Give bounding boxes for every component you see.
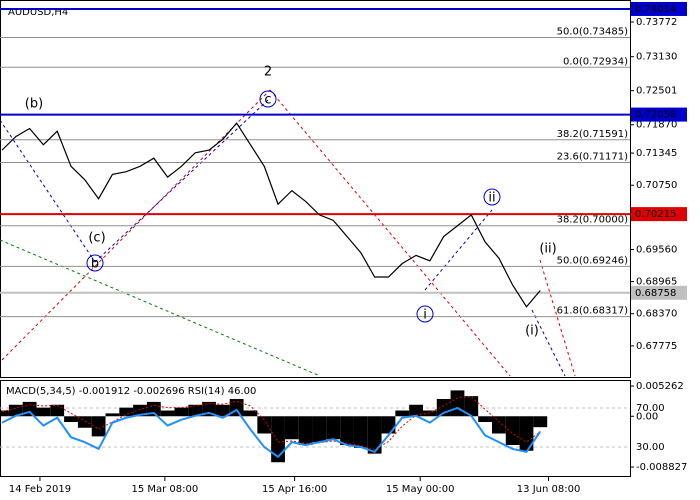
- rsi-line: [1, 406, 542, 459]
- macd-bar: [105, 413, 120, 417]
- macd-bar: [353, 416, 368, 448]
- macd-bar: [77, 416, 92, 428]
- macd-bar: [491, 416, 506, 434]
- level-tag: [631, 207, 687, 222]
- macd-bar: [257, 416, 272, 434]
- y-tick-label: 0.70750: [636, 180, 677, 191]
- y-tick-label: -0.008827: [636, 462, 687, 473]
- macd-bar: [36, 407, 51, 417]
- wave-label: ii: [488, 191, 495, 206]
- macd-bar: [188, 404, 203, 417]
- macd-bar: [50, 404, 65, 417]
- macd-bar: [367, 416, 382, 454]
- wave-label: 2: [264, 65, 272, 80]
- fib-label: 61.8(0.68317): [557, 306, 629, 317]
- y-tick-label: 0.72501: [636, 86, 677, 97]
- macd-bar: [284, 416, 299, 440]
- wave-circle: [259, 90, 277, 108]
- y-tick-label: 0.69560: [636, 244, 677, 255]
- y-tick-label: 0.73130: [636, 52, 677, 63]
- macd-bar: [381, 416, 396, 434]
- wave-line: [269, 89, 511, 377]
- macd-bar: [409, 404, 423, 417]
- macd-bar: [422, 410, 437, 417]
- x-tick-label: 15 May 00:00: [386, 484, 455, 495]
- y-tick-label: 0.67775: [636, 341, 677, 352]
- y-tick-label: 0.68370: [636, 309, 677, 320]
- macd-bar: [0, 410, 9, 417]
- level-label: 0.70215: [635, 209, 676, 220]
- wave-circle: [86, 254, 104, 272]
- wave-circle: [483, 188, 501, 206]
- fib-label: 0.0(0.72934): [563, 56, 628, 67]
- macd-bar: [160, 410, 175, 417]
- level-label: 0.74014: [635, 4, 676, 15]
- fib-label: 38.2(0.70000): [557, 215, 629, 226]
- wave-lines: [0, 89, 576, 377]
- macd-bar: [478, 416, 492, 423]
- fib-label: 50.0(0.73485): [557, 27, 629, 38]
- price-frame: [0, 0, 631, 378]
- macd-bar: [505, 416, 520, 445]
- macd-bar: [133, 404, 147, 417]
- y-tick-label: 0.71870: [636, 120, 677, 131]
- macd-bar: [271, 416, 285, 463]
- y-tick-label: 0.68965: [636, 277, 677, 288]
- y-tick-label: 0.73772: [636, 17, 677, 28]
- macd-bar: [450, 390, 465, 417]
- macd-bar: [298, 416, 313, 445]
- macd-bar: [215, 404, 230, 417]
- macd-bar: [174, 407, 189, 417]
- wave-label: (ii): [539, 242, 556, 257]
- y-tick-label: 0.005262: [636, 381, 684, 392]
- price-line: [1, 122, 541, 308]
- wave-label: (i): [525, 324, 539, 339]
- wave-label: (b): [25, 97, 43, 112]
- macd-bar: [326, 416, 341, 440]
- wave-circle: [416, 305, 434, 323]
- chart-title: AUDUSD,H4: [8, 7, 68, 18]
- level-tag: [631, 1, 687, 16]
- y2-tick-label: 70.00: [636, 403, 665, 414]
- macd-bar: [464, 396, 479, 417]
- signal-line: [1, 396, 541, 451]
- level-label: 0.68758: [635, 288, 676, 299]
- macd-bar: [119, 407, 134, 417]
- indicator-title: MACD(5,34,5) -0.001912 -0.002696 RSI(14)…: [6, 386, 256, 397]
- macd-bar: [8, 404, 23, 417]
- x-tick-label: 13 Jun 08:00: [517, 484, 581, 495]
- macd-bar: [312, 416, 327, 443]
- x-tick-label: 15 Mar 08:00: [131, 484, 198, 495]
- macd-bar: [91, 416, 106, 437]
- wave-label: b: [91, 257, 99, 272]
- macd-bar: [519, 416, 534, 451]
- y-tick-label: 0.00: [636, 411, 658, 422]
- macd-bar: [64, 416, 78, 423]
- wave-line: [424, 209, 493, 291]
- wave-label: c: [264, 93, 271, 108]
- x-tick-label: 14 Feb 2019: [9, 484, 71, 495]
- wave-line: [531, 309, 566, 377]
- trend-line: [0, 239, 321, 377]
- level-tag: [631, 107, 687, 122]
- y2-tick-label: 30.00: [636, 442, 665, 453]
- wave-line: [0, 119, 96, 263]
- fib-label: 50.0(0.69246): [557, 255, 629, 266]
- macd-bar: [340, 416, 354, 445]
- x-tick-label: 15 Apr 16:00: [262, 484, 327, 495]
- fib-label: 38.2(0.71591): [557, 129, 629, 140]
- wave-label: (c): [88, 231, 105, 246]
- wave-label: i: [423, 308, 427, 323]
- macd-bar: [243, 410, 258, 417]
- fib-label: 23.6(0.71171): [557, 151, 629, 162]
- macd-bar: [395, 410, 410, 417]
- y-tick-label: 0.71345: [636, 148, 677, 159]
- wave-line: [539, 259, 576, 377]
- level-label: 0.72058: [635, 110, 676, 121]
- macd-bar: [533, 416, 548, 428]
- level-tag: [631, 285, 687, 300]
